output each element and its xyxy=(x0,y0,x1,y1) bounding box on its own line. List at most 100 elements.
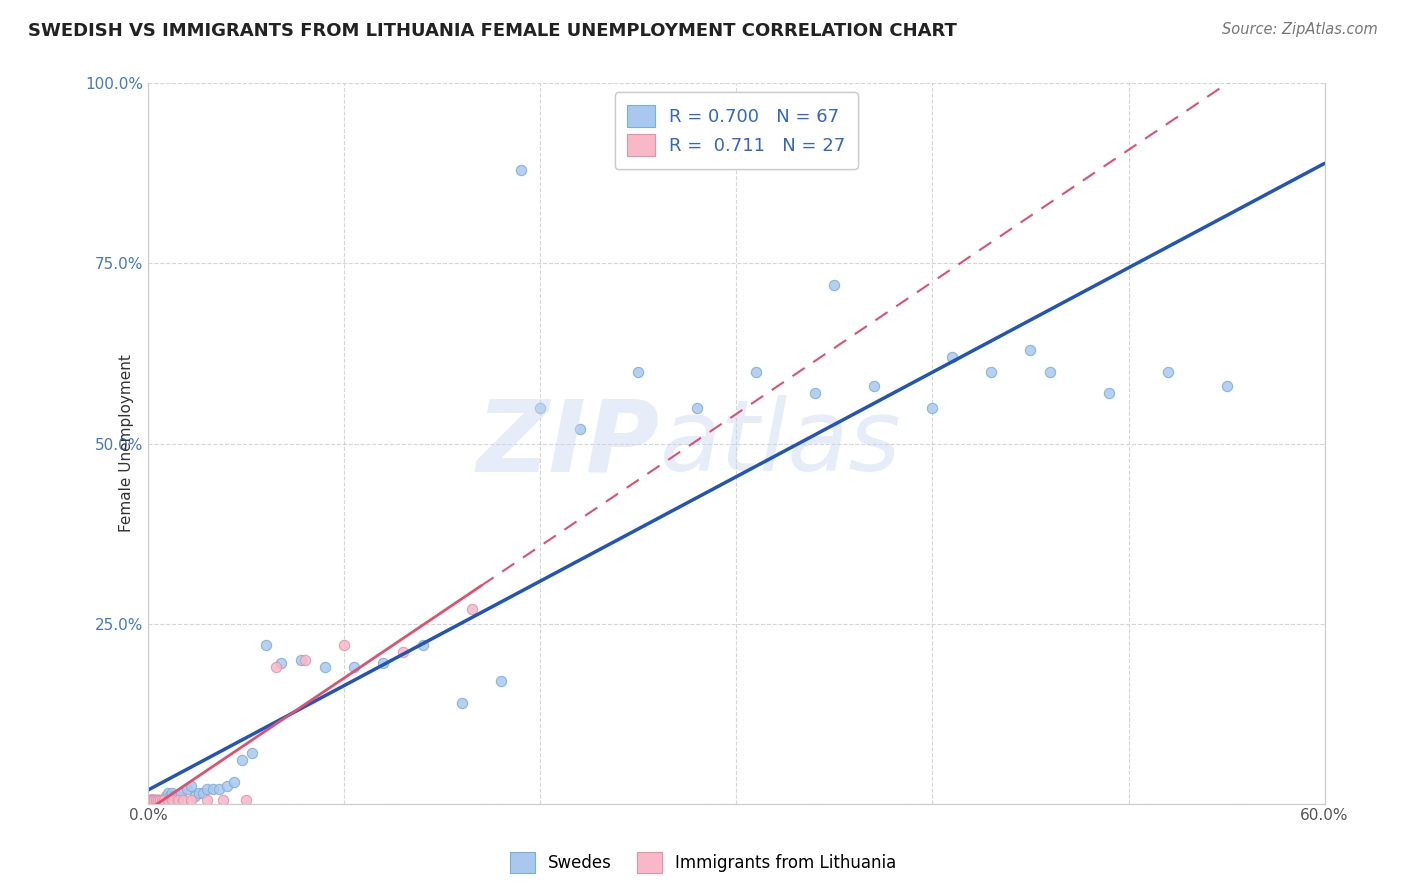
Point xyxy=(215,779,238,793)
Point xyxy=(489,674,512,689)
Point xyxy=(343,660,366,674)
Point xyxy=(231,753,253,767)
Point xyxy=(862,379,884,393)
Point xyxy=(235,793,257,807)
Point xyxy=(224,775,246,789)
Point xyxy=(141,793,163,807)
Point xyxy=(180,779,202,793)
Point xyxy=(529,401,551,415)
Point xyxy=(686,401,709,415)
Point xyxy=(211,793,233,807)
Y-axis label: Female Unemployment: Female Unemployment xyxy=(120,355,134,533)
Point xyxy=(745,364,768,378)
Point xyxy=(141,793,163,807)
Point xyxy=(1215,379,1237,393)
Point xyxy=(150,793,173,807)
Point xyxy=(139,793,162,807)
Point xyxy=(180,793,202,807)
Legend: R = 0.700   N = 67, R =  0.711   N = 27: R = 0.700 N = 67, R = 0.711 N = 27 xyxy=(614,93,858,169)
Point xyxy=(170,786,193,800)
Point xyxy=(254,638,277,652)
Point xyxy=(139,793,162,807)
Point xyxy=(294,652,316,666)
Point xyxy=(509,162,531,177)
Text: atlas: atlas xyxy=(659,395,901,492)
Point xyxy=(149,793,172,807)
Text: ZIP: ZIP xyxy=(477,395,659,492)
Point xyxy=(145,793,167,807)
Point xyxy=(159,789,181,804)
Point xyxy=(172,793,194,807)
Point xyxy=(804,386,827,401)
Point xyxy=(191,786,214,800)
Point xyxy=(155,789,177,804)
Point xyxy=(412,638,434,652)
Point xyxy=(1157,364,1180,378)
Point xyxy=(166,793,188,807)
Text: SWEDISH VS IMMIGRANTS FROM LITHUANIA FEMALE UNEMPLOYMENT CORRELATION CHART: SWEDISH VS IMMIGRANTS FROM LITHUANIA FEM… xyxy=(28,22,957,40)
Point xyxy=(150,793,173,807)
Point xyxy=(143,793,166,807)
Point xyxy=(146,793,169,807)
Point xyxy=(141,793,163,807)
Point xyxy=(373,656,395,670)
Point xyxy=(141,793,163,807)
Point xyxy=(163,789,186,804)
Point xyxy=(141,793,163,807)
Point xyxy=(240,746,263,760)
Point xyxy=(153,793,176,807)
Point xyxy=(145,793,167,807)
Point xyxy=(146,793,169,807)
Point xyxy=(264,660,287,674)
Point xyxy=(392,645,415,659)
Point xyxy=(195,793,218,807)
Point xyxy=(1019,343,1042,357)
Point xyxy=(176,782,198,797)
Point xyxy=(156,793,179,807)
Point xyxy=(160,786,183,800)
Point xyxy=(141,793,163,807)
Point xyxy=(921,401,943,415)
Point xyxy=(195,782,218,797)
Point xyxy=(143,793,166,807)
Point xyxy=(627,364,650,378)
Point xyxy=(143,793,166,807)
Point xyxy=(139,793,162,807)
Point xyxy=(1098,386,1121,401)
Point xyxy=(184,789,207,804)
Point xyxy=(141,793,163,807)
Point xyxy=(139,793,162,807)
Point xyxy=(143,793,166,807)
Point xyxy=(141,793,163,807)
Point xyxy=(139,793,162,807)
Point xyxy=(208,782,231,797)
Point xyxy=(153,793,176,807)
Point xyxy=(270,656,292,670)
Point xyxy=(290,652,312,666)
Point xyxy=(1039,364,1062,378)
Point xyxy=(143,793,166,807)
Point xyxy=(141,793,163,807)
Point xyxy=(314,660,336,674)
Point xyxy=(333,638,356,652)
Text: Source: ZipAtlas.com: Source: ZipAtlas.com xyxy=(1222,22,1378,37)
Legend: Swedes, Immigrants from Lithuania: Swedes, Immigrants from Lithuania xyxy=(503,846,903,880)
Point xyxy=(149,793,172,807)
Point xyxy=(145,793,167,807)
Point xyxy=(568,422,591,436)
Point xyxy=(823,278,845,293)
Point xyxy=(139,793,162,807)
Point xyxy=(450,696,472,710)
Point xyxy=(166,789,188,804)
Point xyxy=(156,786,179,800)
Point xyxy=(146,793,169,807)
Point xyxy=(145,793,167,807)
Point xyxy=(980,364,1002,378)
Point xyxy=(188,786,211,800)
Point xyxy=(160,793,183,807)
Point xyxy=(149,793,172,807)
Point xyxy=(146,793,169,807)
Point xyxy=(201,782,224,797)
Point xyxy=(143,793,166,807)
Point xyxy=(460,602,482,616)
